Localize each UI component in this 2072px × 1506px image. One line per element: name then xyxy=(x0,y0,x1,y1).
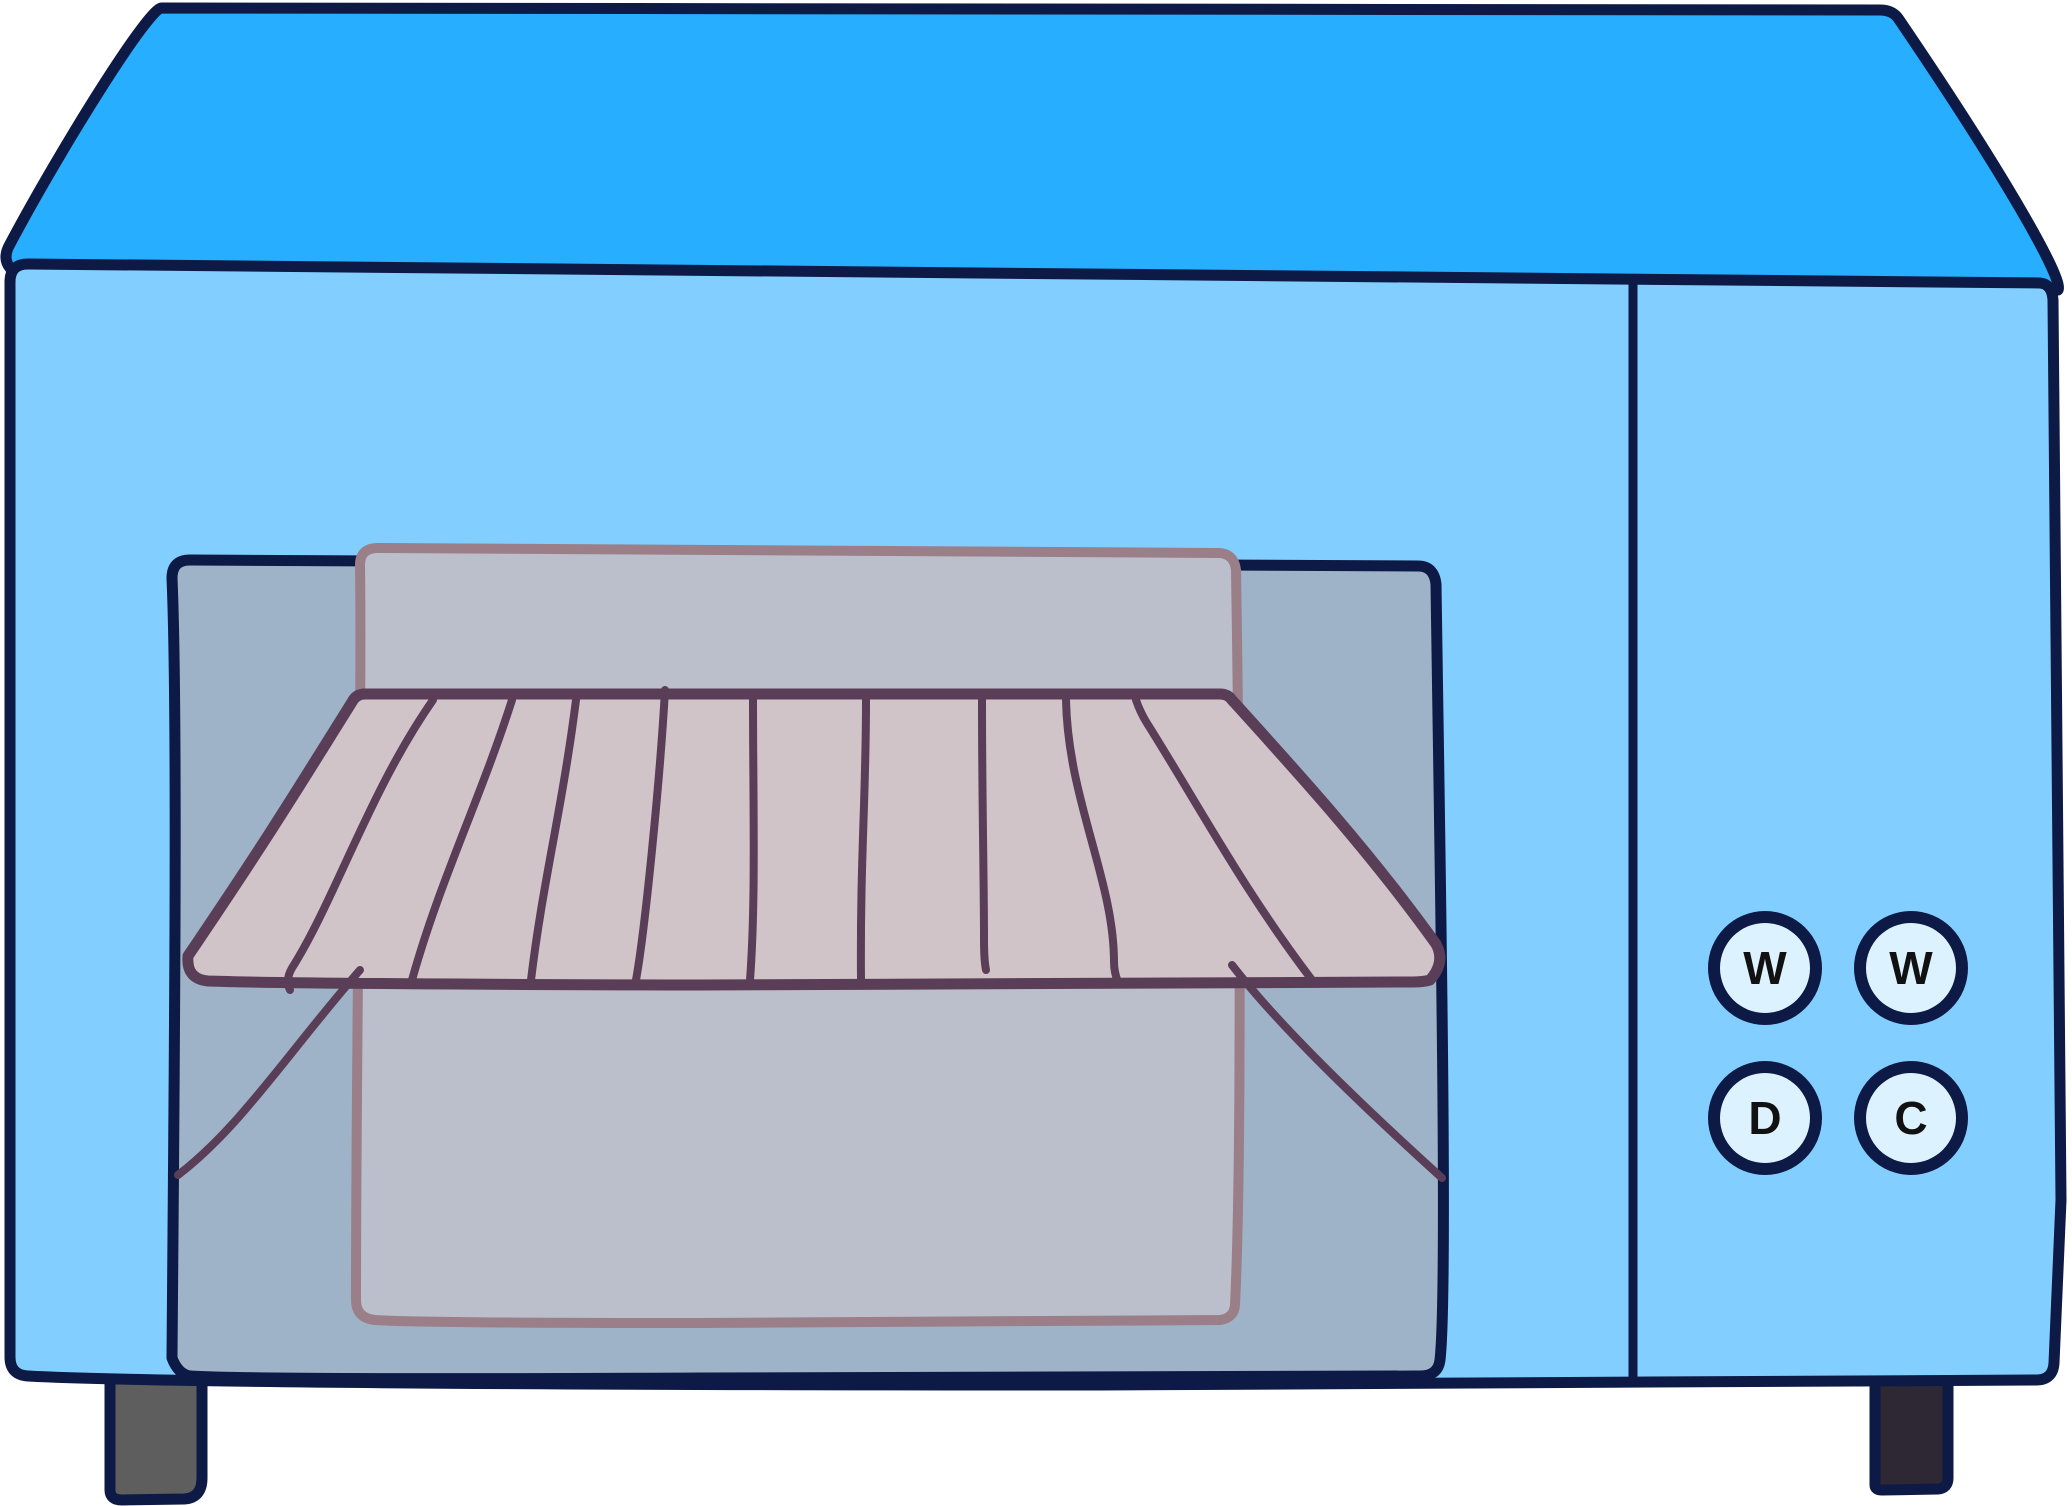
w-button-2[interactable]: W xyxy=(1854,911,1968,1025)
top-panel xyxy=(0,2,2064,296)
w-button-1[interactable]: W xyxy=(1708,911,1822,1025)
d-button-label: D xyxy=(1748,1092,1781,1144)
left-foot xyxy=(104,1364,208,1506)
oven-tray xyxy=(182,688,1446,991)
control-panel: W W D C xyxy=(1708,911,1968,1175)
oven-rack xyxy=(174,686,1446,1182)
d-button[interactable]: D xyxy=(1708,1061,1822,1175)
w-button-1-label: W xyxy=(1743,942,1787,994)
right-foot xyxy=(1869,1364,1954,1496)
c-button[interactable]: C xyxy=(1854,1061,1968,1175)
c-button-label: C xyxy=(1894,1092,1927,1144)
w-button-2-label: W xyxy=(1889,942,1933,994)
